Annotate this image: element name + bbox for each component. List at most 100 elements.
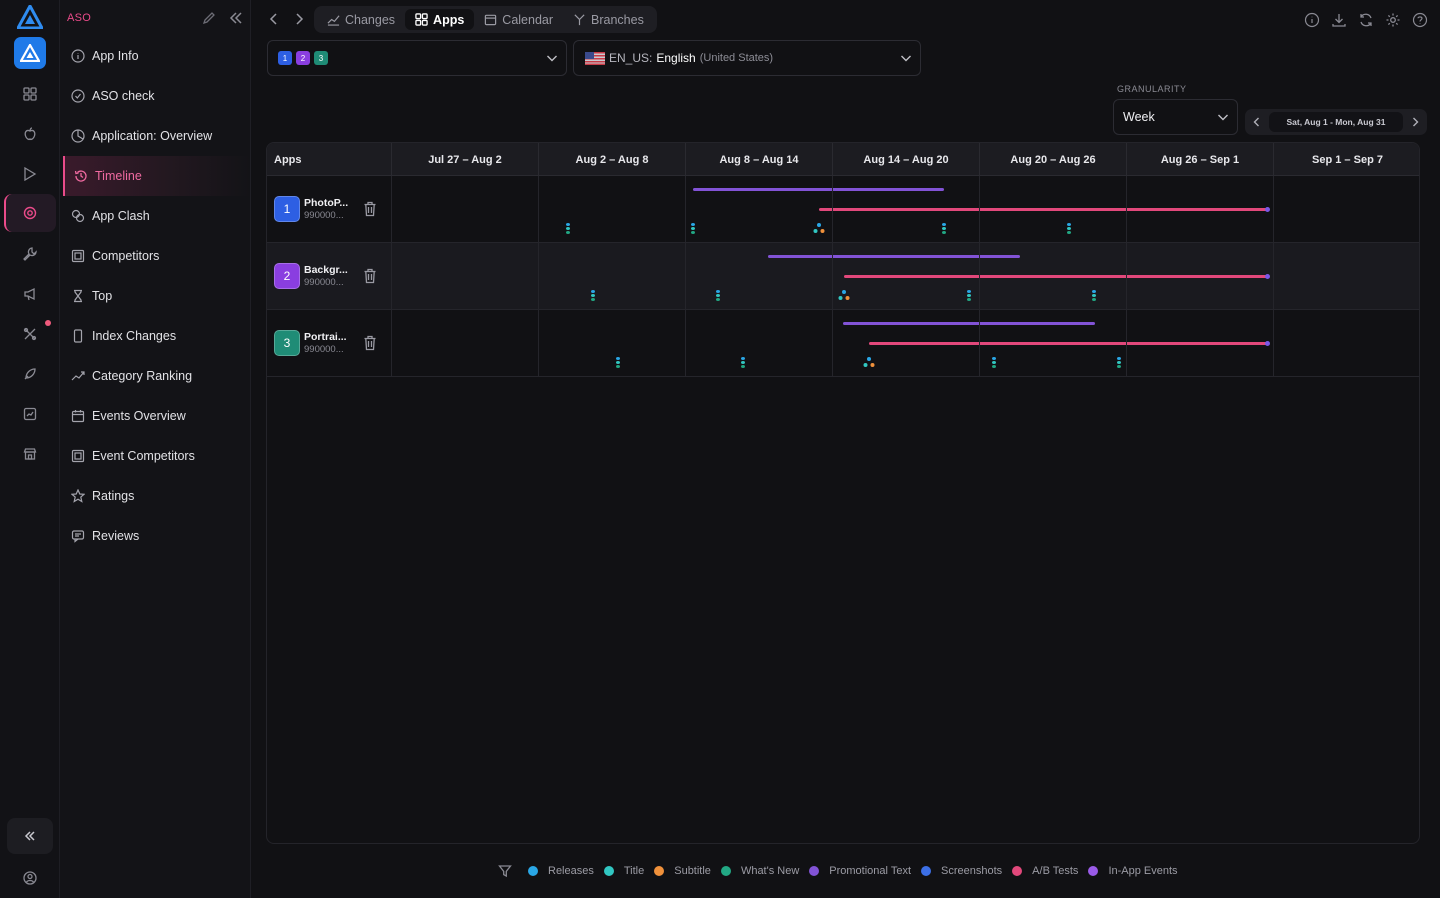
sidebar-item-event-competitors[interactable]: Event Competitors bbox=[60, 436, 250, 476]
release-marker[interactable] bbox=[967, 290, 971, 302]
apple-icon[interactable] bbox=[20, 124, 40, 144]
store-icon[interactable] bbox=[20, 444, 40, 464]
legend-label: Promotional Text bbox=[829, 865, 912, 877]
language-select[interactable]: EN_US: English (United States) bbox=[573, 40, 921, 76]
legend-item-releases[interactable]: Releases bbox=[528, 865, 594, 877]
check-circle-icon bbox=[71, 89, 85, 103]
release-marker[interactable] bbox=[1067, 223, 1071, 235]
sidebar-item-label: Timeline bbox=[95, 169, 142, 183]
previous-range-icon[interactable] bbox=[1245, 109, 1269, 135]
megaphone-icon[interactable] bbox=[20, 284, 40, 304]
combined-change-marker[interactable] bbox=[863, 356, 875, 368]
sidebar-item-label: Reviews bbox=[92, 529, 140, 543]
promotional-text-bar[interactable] bbox=[843, 322, 1095, 325]
ab-test-bar[interactable] bbox=[819, 207, 1270, 212]
collapse-sidebar-icon[interactable] bbox=[228, 10, 244, 26]
next-range-icon[interactable] bbox=[1403, 109, 1427, 135]
legend-item-promotional-text[interactable]: Promotional Text bbox=[809, 865, 911, 877]
view-tabs: Changes Apps Calendar Branches bbox=[314, 6, 657, 33]
sidebar-item-index-changes[interactable]: Index Changes bbox=[60, 316, 250, 356]
trend-icon bbox=[327, 13, 340, 26]
analytics-icon[interactable] bbox=[20, 404, 40, 424]
edit-pencil-icon[interactable] bbox=[201, 10, 217, 26]
table-row[interactable]: 3 Portrai... 990000... bbox=[267, 310, 1419, 377]
release-marker[interactable] bbox=[616, 357, 620, 369]
combined-change-marker[interactable] bbox=[813, 222, 825, 234]
sidebar-item-ratings[interactable]: Ratings bbox=[60, 476, 250, 516]
date-range-text[interactable]: Sat, Aug 1 - Mon, Aug 31 bbox=[1269, 112, 1403, 132]
legend-item-subtitle[interactable]: Subtitle bbox=[654, 865, 711, 877]
sidebar-item-top[interactable]: Top bbox=[60, 276, 250, 316]
wrench-icon[interactable] bbox=[20, 244, 40, 264]
dashboard-grid-icon[interactable] bbox=[20, 84, 40, 104]
forward-arrow-icon[interactable] bbox=[291, 11, 307, 27]
release-marker[interactable] bbox=[691, 223, 695, 235]
release-marker[interactable] bbox=[992, 357, 996, 369]
collapse-rail-button[interactable] bbox=[7, 818, 53, 854]
sidebar-item-competitors[interactable]: Competitors bbox=[60, 236, 250, 276]
legend-dot bbox=[1088, 866, 1099, 876]
sidebar-item-category-ranking[interactable]: Category Ranking bbox=[60, 356, 250, 396]
settings-gear-icon[interactable] bbox=[1385, 12, 1401, 28]
table-row[interactable]: 2 Backgr... 990000... bbox=[267, 243, 1419, 310]
legend-item-title[interactable]: Title bbox=[603, 865, 644, 877]
asodesk-logo-icon[interactable] bbox=[17, 5, 43, 29]
sidebar-item-reviews[interactable]: Reviews bbox=[60, 516, 250, 556]
download-icon[interactable] bbox=[1331, 12, 1347, 28]
clash-icon bbox=[71, 209, 85, 223]
release-marker[interactable] bbox=[1117, 357, 1121, 369]
release-marker[interactable] bbox=[741, 357, 745, 369]
legend-item-in-app-events[interactable]: In-App Events bbox=[1088, 865, 1178, 877]
sidebar-item-application-overview[interactable]: Application: Overview bbox=[60, 116, 250, 156]
branch-icon bbox=[573, 13, 586, 26]
ab-test-bar[interactable] bbox=[844, 274, 1270, 279]
tab-calendar[interactable]: Calendar bbox=[474, 9, 563, 30]
release-marker[interactable] bbox=[566, 223, 570, 235]
user-avatar-icon[interactable] bbox=[20, 868, 40, 888]
google-play-icon[interactable] bbox=[20, 164, 40, 184]
timeline-legend: Releases Title Subtitle What's New Promo… bbox=[498, 862, 1188, 880]
sidebar-item-aso-check[interactable]: ASO check bbox=[60, 76, 250, 116]
delete-trash-icon[interactable] bbox=[363, 335, 377, 351]
sidebar-item-app-info[interactable]: App Info bbox=[60, 36, 250, 76]
legend-dot bbox=[1012, 866, 1023, 876]
app-id: 990000... bbox=[304, 276, 344, 288]
delete-trash-icon[interactable] bbox=[363, 201, 377, 217]
sidebar-item-timeline[interactable]: Timeline bbox=[63, 156, 250, 196]
release-marker[interactable] bbox=[591, 290, 595, 302]
tab-changes[interactable]: Changes bbox=[317, 9, 405, 30]
tab-branches[interactable]: Branches bbox=[563, 9, 654, 30]
release-marker[interactable] bbox=[716, 290, 720, 302]
current-app-icon[interactable] bbox=[14, 37, 46, 69]
granularity-select[interactable]: Week bbox=[1113, 99, 1238, 135]
top-actions bbox=[1304, 12, 1428, 28]
delete-trash-icon[interactable] bbox=[363, 268, 377, 284]
sidebar-item-app-clash[interactable]: App Clash bbox=[60, 196, 250, 236]
promotional-text-bar[interactable] bbox=[693, 188, 944, 191]
table-row[interactable]: 1 PhotoP... 990000... bbox=[267, 176, 1419, 243]
rocket-icon[interactable] bbox=[20, 364, 40, 384]
tools-icon[interactable] bbox=[20, 324, 40, 344]
help-icon[interactable] bbox=[1412, 12, 1428, 28]
legend-item-whats-new[interactable]: What's New bbox=[720, 865, 799, 877]
refresh-icon[interactable] bbox=[1358, 12, 1374, 28]
combined-change-marker[interactable] bbox=[838, 289, 850, 301]
back-arrow-icon[interactable] bbox=[266, 11, 282, 27]
aso-target-icon[interactable] bbox=[20, 203, 40, 223]
app-cell: 1 PhotoP... 990000... bbox=[267, 176, 391, 242]
filter-funnel-icon[interactable] bbox=[498, 864, 512, 878]
app-id: 990000... bbox=[304, 343, 344, 355]
release-marker[interactable] bbox=[942, 223, 946, 235]
promotional-text-bar[interactable] bbox=[768, 255, 1020, 258]
tab-apps[interactable]: Apps bbox=[405, 9, 475, 30]
chevron-down-icon bbox=[1216, 110, 1230, 124]
legend-label: Subtitle bbox=[674, 865, 711, 877]
legend-item-ab-tests[interactable]: A/B Tests bbox=[1012, 865, 1078, 877]
release-marker[interactable] bbox=[1092, 290, 1096, 302]
apps-select[interactable]: 1 2 3 bbox=[267, 40, 567, 76]
info-icon[interactable] bbox=[1304, 12, 1320, 28]
legend-item-screenshots[interactable]: Screenshots bbox=[921, 865, 1002, 877]
ab-test-bar[interactable] bbox=[869, 341, 1270, 346]
sidebar-item-events-overview[interactable]: Events Overview bbox=[60, 396, 250, 436]
app-cell: 2 Backgr... 990000... bbox=[267, 243, 391, 309]
